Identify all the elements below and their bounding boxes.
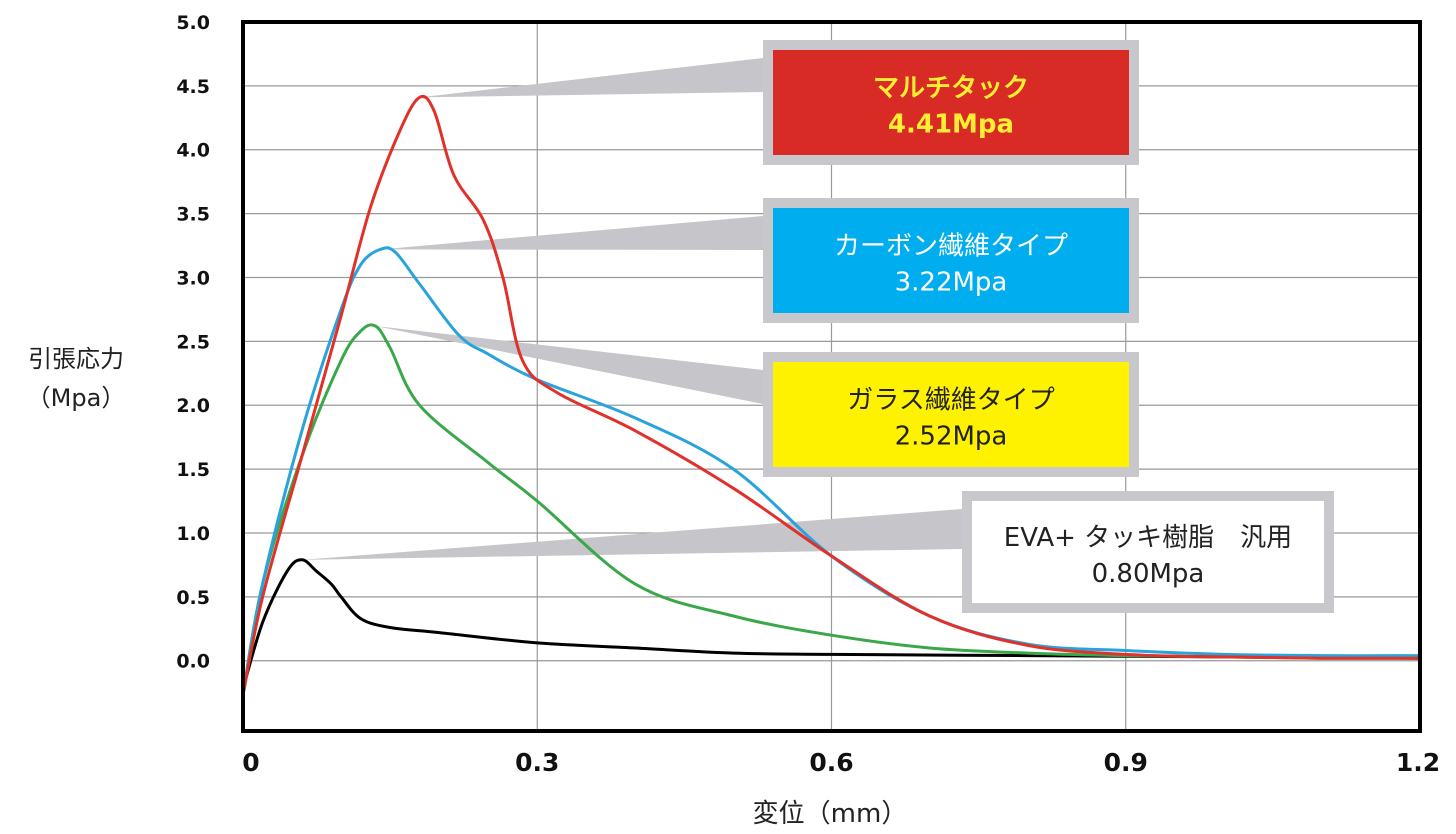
series-name-label: ガラス繊維タイプ [847,386,1054,416]
label-box-fill [773,208,1129,313]
callout-wedge [419,58,763,98]
y-tick-label: 3.5 [176,204,210,226]
series-name-label: マルチタック [873,74,1029,104]
label-box-fill [773,362,1129,467]
series-peak-value-label: 3.22Mpa [895,268,1008,298]
x-tick-label: 0.9 [1104,748,1148,777]
y-tick-label: 2.0 [176,395,210,417]
x-tick-labels: 0 0.3 0.6 0.9 1.2 [242,748,1440,777]
y-axis-label-line2: （Mpa） [27,384,126,412]
x-tick-label: 0.3 [515,748,559,777]
x-axis-label: 変位（mm） [753,799,908,829]
series-name-label: カーボン繊維タイプ [834,232,1068,262]
x-tick-label: 0 [242,748,259,777]
y-tick-label: 3.0 [176,267,210,289]
label-box-fill [773,50,1129,155]
series-lines [241,94,1422,697]
y-tick-label: 0.0 [176,651,210,673]
series-label-boxes: マルチタック 4.41Mpa カーボン繊維タイプ 3.22Mpa ガラス繊維タイプ 2.5… [763,40,1334,613]
y-tick-label: 4.0 [176,140,210,162]
x-tick-label: 1.2 [1396,748,1440,777]
callout-wedge [301,509,963,560]
callout-wedge [380,216,763,250]
series-label-box: ガラス繊維タイプ 2.52Mpa [763,352,1139,477]
series-peak-value-label: 0.80Mpa [1092,559,1205,589]
y-tick-label: 1.0 [176,523,210,545]
series-label-box: カーボン繊維タイプ 3.22Mpa [763,198,1139,323]
series-label-box: マルチタック 4.41Mpa [763,40,1139,165]
x-tick-label: 0.6 [809,748,853,777]
y-tick-labels: 0.0 0.5 1.0 1.5 2.0 2.5 3.0 3.5 4.0 4.5 5.0 [176,12,210,673]
y-tick-label: 0.5 [176,587,210,609]
y-axis-label-line1: 引張応力 [28,345,124,373]
series-line [241,558,1422,691]
series-peak-value-label: 2.52Mpa [895,422,1008,452]
series-peak-value-label: 4.41Mpa [888,110,1014,140]
y-tick-label: 4.5 [176,76,210,98]
series-name-label: EVA+ タッキ樹脂 汎用 [1004,523,1292,553]
plot-frame [241,20,1422,733]
label-box-fill [972,501,1324,603]
series-label-box: EVA+ タッキ樹脂 汎用 0.80Mpa [962,491,1334,613]
y-tick-label: 2.5 [176,331,210,353]
y-tick-label: 1.5 [176,459,210,481]
series-line [241,94,1422,697]
y-tick-label: 5.0 [176,12,210,34]
